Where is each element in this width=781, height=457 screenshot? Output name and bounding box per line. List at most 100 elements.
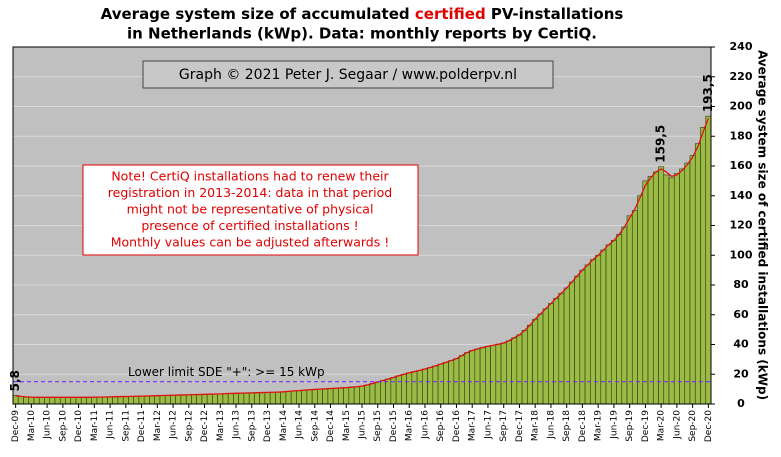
- bar: [479, 347, 486, 405]
- bar: [143, 395, 150, 405]
- chart-subtitle: in Netherlands (kWp). Data: monthly repo…: [127, 25, 597, 43]
- x-tick-label: Jun-19: [609, 410, 619, 440]
- x-tick-label: Jun-14: [295, 410, 305, 440]
- bar: [495, 343, 502, 405]
- bar: [359, 385, 365, 405]
- bar: [673, 173, 680, 405]
- bar: [553, 298, 560, 405]
- bar: [259, 392, 266, 405]
- bar: [395, 375, 402, 405]
- y-tick-label: 240: [730, 40, 753, 53]
- bar: [285, 391, 292, 405]
- y-tick-label: 180: [730, 129, 753, 142]
- bar: [589, 259, 596, 405]
- y-tick-label: 40: [733, 338, 749, 351]
- y-tick-label: 20: [733, 367, 749, 380]
- bar: [689, 155, 696, 405]
- bar: [301, 389, 308, 405]
- x-tick-label: Dec-12: [200, 410, 210, 442]
- x-tick-label: Jun-17: [483, 410, 493, 440]
- bar: [149, 395, 155, 405]
- title-part: PV-installations: [491, 5, 623, 23]
- bar: [170, 394, 176, 405]
- bar: [233, 392, 239, 405]
- x-tick-label: Jun-20: [672, 410, 682, 440]
- x-tick-label: Dec-19: [641, 410, 651, 442]
- bar: [133, 395, 140, 405]
- bar: [306, 389, 313, 405]
- bar: [180, 394, 187, 405]
- bar: [500, 342, 507, 405]
- title-part: Average system size of accumulated: [101, 5, 410, 23]
- bar: [107, 396, 114, 405]
- bar: [569, 281, 575, 405]
- bar: [364, 384, 371, 405]
- bar: [374, 381, 381, 405]
- credit: Graph © 2021 Peter J. Segaar / www.polde…: [179, 67, 517, 83]
- bar: [668, 177, 675, 405]
- bar: [128, 396, 135, 405]
- x-tick-label: Mar-16: [405, 410, 415, 441]
- x-tick-label: Sep-13: [247, 410, 257, 442]
- value-label: 193,5: [701, 74, 715, 112]
- x-tick-label: Mar-12: [153, 410, 163, 441]
- bar: [49, 397, 56, 405]
- bar: [605, 244, 612, 405]
- bar: [353, 386, 360, 405]
- bar: [631, 210, 638, 405]
- y-tick-label: 60: [733, 308, 749, 321]
- bar: [317, 388, 323, 405]
- bar: [54, 397, 61, 405]
- bar: [269, 391, 276, 405]
- bar: [117, 396, 124, 405]
- bar: [264, 392, 271, 405]
- x-tick-label: Sep-19: [625, 410, 635, 442]
- bar: [96, 396, 103, 405]
- bar: [17, 395, 24, 405]
- bar: [516, 334, 523, 405]
- bar: [411, 371, 418, 405]
- y-tick-label: 200: [730, 100, 753, 113]
- bar: [122, 396, 129, 405]
- bar: [311, 389, 318, 405]
- bar: [343, 387, 350, 405]
- y-tick-label: 140: [730, 189, 753, 202]
- bar: [243, 392, 250, 405]
- note-line: Monthly values can be adjusted afterward…: [111, 235, 390, 250]
- bar: [201, 394, 208, 405]
- bar: [458, 355, 465, 405]
- bar: [75, 397, 82, 405]
- bar: [327, 388, 334, 405]
- x-tick-label: Sep-12: [184, 410, 194, 442]
- bar: [196, 394, 203, 405]
- bar: [527, 324, 533, 405]
- bar: [290, 390, 297, 405]
- bar: [700, 127, 707, 405]
- bar: [532, 318, 539, 405]
- bar: [322, 388, 329, 405]
- bar: [159, 395, 166, 405]
- note-line: might not be representative of physical: [127, 202, 374, 217]
- bar: [91, 396, 98, 405]
- bar: [401, 373, 407, 405]
- bar: [138, 395, 145, 405]
- bar: [705, 115, 712, 405]
- note-line: Note! CertiQ installations had to renew …: [111, 169, 389, 184]
- bar: [248, 392, 255, 405]
- y-tick-label: 100: [730, 248, 753, 261]
- y-axis-label: Average system size of certified install…: [756, 50, 770, 400]
- bar: [296, 390, 302, 405]
- bar: [511, 337, 518, 405]
- bar: [437, 363, 444, 405]
- bar: [65, 397, 72, 405]
- x-tick-label: Dec-20: [704, 410, 714, 442]
- bar: [191, 394, 197, 405]
- x-tick-label: Dec-09: [11, 410, 21, 442]
- bar: [443, 362, 449, 405]
- x-tick-label: Sep-15: [373, 410, 383, 442]
- x-tick-label: Sep-14: [310, 410, 320, 442]
- bar: [474, 348, 481, 405]
- x-tick-label: Mar-20: [657, 410, 667, 441]
- x-tick-label: Jun-15: [358, 410, 368, 440]
